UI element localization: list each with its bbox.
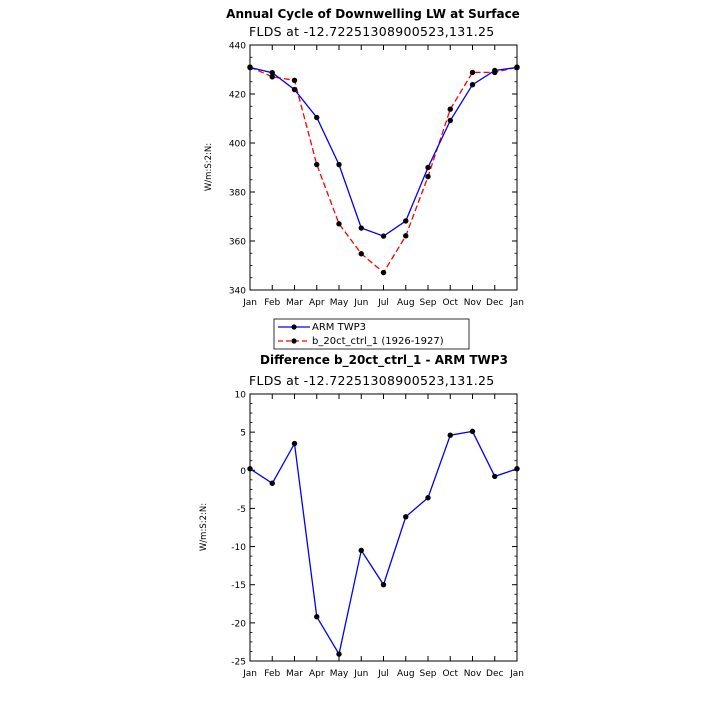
bottom-xtick-label: Apr bbox=[309, 669, 325, 679]
bottom-series-0-point bbox=[247, 466, 253, 472]
top-xtick-label: Apr bbox=[309, 298, 325, 308]
top-series-1-point bbox=[358, 251, 364, 257]
bottom-series-0-point bbox=[358, 547, 364, 554]
bottom-xtick-label: Aug bbox=[397, 669, 415, 679]
legend-item-arm: ARM TWP3 bbox=[278, 322, 366, 333]
top-series-0-point bbox=[336, 161, 342, 168]
bottom-series-0-point bbox=[447, 432, 453, 438]
top-series-0-point bbox=[403, 218, 409, 224]
bottom-series-0-point bbox=[403, 514, 409, 520]
top-chart-subtitle: FLDS at -12.72251308900523,131.25 bbox=[249, 24, 495, 39]
top-chart-title: Annual Cycle of Downwelling LW at Surfac… bbox=[226, 7, 520, 21]
top-ytick-label: 420 bbox=[229, 91, 246, 101]
top-ytick-label: 440 bbox=[229, 42, 246, 52]
top-series-1-point bbox=[403, 233, 409, 239]
bottom-y-axis-label: W/m:S:2:N: bbox=[199, 503, 209, 551]
bottom-xtick-label: May bbox=[330, 669, 349, 679]
legend-model-marker bbox=[291, 338, 297, 344]
bottom-xtick-label: Jun bbox=[353, 669, 368, 679]
top-series-1-point bbox=[469, 69, 476, 76]
bottom-series-line-0 bbox=[249, 430, 518, 656]
legend-arm-label: ARM TWP3 bbox=[312, 322, 366, 333]
bottom-series-0-point bbox=[336, 651, 342, 657]
top-series-0-point bbox=[380, 233, 387, 239]
bottom-ytick-label: -10 bbox=[231, 543, 246, 553]
top-series-0-point bbox=[269, 69, 275, 76]
top-ytick-label: 400 bbox=[229, 140, 246, 150]
top-series-0-point bbox=[358, 225, 364, 231]
top-series-1-point bbox=[291, 77, 298, 83]
top-series-1-point bbox=[314, 161, 320, 168]
legend: ARM TWP3 b_20ct_ctrl_1 (1926-1927) bbox=[273, 318, 470, 350]
bottom-series-0-point bbox=[425, 495, 431, 501]
top-xtick-label: Aug bbox=[397, 298, 415, 308]
top-series-0-point bbox=[314, 114, 320, 121]
bottom-series-0-point bbox=[492, 473, 498, 480]
bottom-series-0-point bbox=[291, 440, 298, 447]
top-xtick-label: Sep bbox=[420, 298, 437, 308]
top-series-1-point bbox=[514, 64, 520, 70]
legend-model-label: b_20ct_ctrl_1 (1926-1927) bbox=[312, 336, 444, 347]
top-xtick-label: Jan bbox=[509, 298, 524, 308]
bottom-xtick-label: Jan bbox=[242, 669, 257, 679]
bottom-chart-subtitle: FLDS at -12.72251308900523,131.25 bbox=[249, 373, 495, 388]
top-xtick-label: Jan bbox=[242, 298, 257, 308]
top-xtick-label: Jul bbox=[377, 298, 389, 308]
legend-arm-marker bbox=[291, 324, 297, 330]
bottom-xtick-label: Mar bbox=[286, 669, 303, 679]
bottom-plot-area: -25 -20 -15 -10 -5 0 5 10 Jan Feb Mar Apr May Jun Jul A… bbox=[231, 391, 524, 680]
top-series-0-point bbox=[425, 164, 431, 171]
top-xtick-label: Mar bbox=[286, 298, 303, 308]
bottom-frame bbox=[249, 393, 518, 662]
top-y-axis-label: W/m:S:2:N: bbox=[204, 143, 214, 191]
top-series-0-point bbox=[447, 117, 453, 124]
bottom-series-0-point bbox=[514, 466, 520, 472]
bottom-series-0-point bbox=[269, 480, 275, 486]
bottom-xtick-label: Jul bbox=[377, 669, 389, 679]
top-series-1-point bbox=[447, 106, 453, 112]
top-xtick-label: Oct bbox=[442, 298, 458, 308]
top-series-line-0 bbox=[249, 66, 518, 237]
legend-box bbox=[273, 318, 470, 350]
top-xtick-label: Jun bbox=[353, 298, 368, 308]
top-series-1-point bbox=[247, 64, 253, 70]
bottom-series-0-point bbox=[380, 582, 387, 588]
bottom-ytick-label: -25 bbox=[231, 658, 246, 668]
bottom-ytick-label: 5 bbox=[240, 429, 246, 439]
bottom-ytick-label: 10 bbox=[235, 391, 247, 401]
top-series-1-point bbox=[336, 221, 342, 227]
bottom-ytick-label: -5 bbox=[237, 505, 246, 515]
bottom-xtick-label: Dec bbox=[486, 669, 503, 679]
top-series-1-point bbox=[269, 74, 275, 80]
top-series-0-point bbox=[291, 86, 298, 93]
bottom-xtick-label: Sep bbox=[420, 669, 437, 679]
bottom-ytick-label: -20 bbox=[231, 619, 246, 629]
bottom-ytick-label: 0 bbox=[240, 467, 246, 477]
top-xtick-label: Feb bbox=[264, 298, 280, 308]
top-xtick-label: Nov bbox=[464, 298, 482, 308]
top-series-1-point bbox=[425, 173, 431, 180]
top-xtick-label: May bbox=[330, 298, 349, 308]
top-ytick-label: 340 bbox=[229, 287, 246, 297]
top-xtick-label: Dec bbox=[486, 298, 503, 308]
top-series-line-1 bbox=[249, 66, 518, 274]
top-series-0-point bbox=[469, 81, 476, 88]
top-plot-area: 340 360 380 400 420 440 Jan Feb Mar Apr May Jun Jul A… bbox=[229, 42, 524, 309]
legend-item-model: b_20ct_ctrl_1 (1926-1927) bbox=[278, 336, 444, 347]
bottom-xtick-label: Oct bbox=[442, 669, 458, 679]
bottom-series-0-point bbox=[314, 614, 320, 620]
bottom-chart-title: Difference b_20ct_ctrl_1 - ARM TWP3 bbox=[260, 353, 508, 368]
top-ytick-label: 380 bbox=[229, 189, 246, 199]
bottom-xtick-label: Jan bbox=[509, 669, 524, 679]
bottom-xtick-label: Feb bbox=[264, 669, 280, 679]
top-ytick-label: 360 bbox=[229, 238, 246, 248]
bottom-series-0-point bbox=[469, 428, 476, 435]
top-series-1-point bbox=[380, 269, 387, 276]
bottom-xtick-label: Nov bbox=[464, 669, 482, 679]
top-series-1-point bbox=[492, 69, 498, 76]
bottom-ytick-label: -15 bbox=[231, 581, 246, 591]
